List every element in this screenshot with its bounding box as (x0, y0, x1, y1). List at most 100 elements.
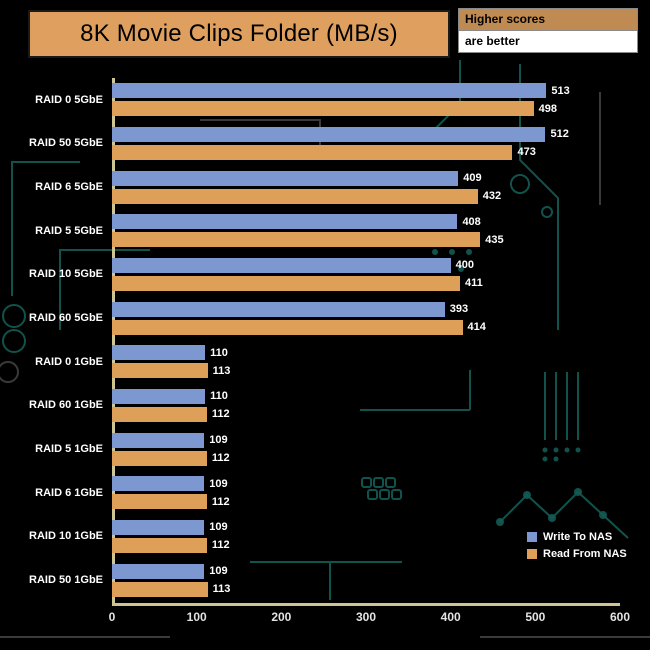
bar-group: RAID 0 1GbE 110 113 (8, 345, 620, 379)
bar-pair: 512 473 (112, 126, 620, 160)
plot-area: RAID 0 5GbE 513 498 RAID 50 5GbE 512 473 RAID … (8, 78, 620, 602)
note-line2: are better (458, 31, 638, 53)
bar-line: 435 (112, 232, 620, 248)
bar-group: RAID 0 5GbE 513 498 (8, 83, 620, 117)
write-bar (112, 519, 205, 535)
bar-pair: 408 435 (112, 214, 620, 248)
write-bar (112, 214, 458, 230)
legend-row-read: Read From NAS (527, 548, 627, 560)
value-label: 498 (538, 102, 557, 115)
bar-line: 411 (112, 275, 620, 291)
bar-line: 473 (112, 144, 620, 160)
write-bar (112, 388, 206, 404)
note-line1: Higher scores (458, 8, 638, 31)
write-bar (112, 126, 546, 142)
bar-line: 393 (112, 301, 620, 317)
legend-label-read: Read From NAS (543, 548, 627, 560)
bar-group: RAID 50 1GbE 109 113 (8, 563, 620, 597)
x-axis-line (112, 603, 620, 606)
read-swatch (527, 549, 537, 559)
read-bar (112, 406, 207, 422)
chart-title: 8K Movie Clips Folder (MB/s) (28, 10, 450, 58)
value-label: 109 (209, 521, 228, 534)
value-label: 435 (485, 233, 504, 246)
bar-line: 109 (112, 476, 620, 492)
write-bar (112, 83, 547, 99)
legend-row-write: Write To NAS (527, 531, 627, 543)
category-label: RAID 10 1GbE (29, 530, 103, 543)
bar-line: 109 (112, 519, 620, 535)
read-bar (112, 275, 460, 291)
write-bar (112, 432, 205, 448)
write-bar (112, 301, 445, 317)
bar-line: 109 (112, 563, 620, 579)
write-bar (112, 345, 206, 361)
bar-line: 110 (112, 345, 620, 361)
x-tick-label: 300 (355, 610, 377, 624)
x-axis-ticks: 0 100 200 300 400 500 600 (108, 610, 630, 630)
bar-line: 432 (112, 188, 620, 204)
bar-pair: 400 411 (112, 257, 620, 291)
value-label: 112 (211, 539, 230, 552)
bar-line: 112 (112, 537, 620, 553)
bar-pair: 393 414 (112, 301, 620, 335)
category-label: RAID 0 5GbE (35, 93, 103, 106)
category-label: RAID 60 5GbE (29, 312, 103, 325)
value-label: 109 (209, 434, 228, 447)
bar-group: RAID 50 5GbE 512 473 (8, 126, 620, 160)
x-tick-label: 400 (440, 610, 461, 624)
bar-line: 409 (112, 170, 620, 186)
value-label: 393 (449, 303, 469, 316)
read-bar (112, 319, 463, 335)
value-label: 513 (551, 84, 570, 97)
value-label: 113 (212, 583, 231, 596)
x-tick-label: 500 (525, 610, 546, 624)
x-tick-label: 600 (609, 610, 631, 624)
value-label: 409 (463, 172, 482, 185)
bar-group: RAID 10 1GbE 109 112 (8, 519, 620, 553)
value-label: 411 (464, 277, 483, 290)
category-label: RAID 6 1GbE (35, 486, 103, 499)
write-bar (112, 476, 205, 492)
value-label: 414 (467, 321, 486, 334)
bar-pair: 109 112 (112, 519, 620, 553)
higher-scores-note: Higher scores are better (458, 8, 638, 53)
category-label: RAID 6 5GbE (35, 181, 103, 194)
write-bar (112, 170, 459, 186)
value-label: 112 (211, 452, 230, 465)
bar-pair: 109 112 (112, 476, 620, 510)
value-label: 110 (210, 390, 228, 403)
read-bar (112, 144, 513, 160)
bar-group: RAID 6 1GbE 109 112 (8, 476, 620, 510)
bar-line: 513 (112, 83, 620, 99)
bar-line: 112 (112, 406, 620, 422)
value-label: 432 (482, 190, 502, 203)
bar-group: RAID 5 5GbE 408 435 (8, 214, 620, 248)
category-label: RAID 50 5GbE (29, 137, 103, 150)
y-axis-line (112, 78, 115, 606)
write-swatch (527, 532, 537, 542)
read-bar (112, 188, 478, 204)
read-bar (112, 450, 207, 466)
bar-line: 512 (112, 126, 620, 142)
bar-line: 109 (112, 432, 620, 448)
legend-label-write: Write To NAS (543, 531, 613, 543)
value-label: 400 (455, 259, 475, 272)
bar-pair: 109 113 (112, 563, 620, 597)
category-label: RAID 50 1GbE (29, 574, 103, 587)
bar-group: RAID 6 5GbE 409 432 (8, 170, 620, 204)
value-label: 109 (209, 477, 228, 490)
bar-pair: 409 432 (112, 170, 620, 204)
bar-line: 113 (112, 581, 620, 597)
write-bar (112, 257, 451, 273)
read-bar (112, 581, 208, 597)
value-label: 512 (550, 128, 569, 141)
bar-group: RAID 60 1GbE 110 112 (8, 388, 620, 422)
series-legend: Write To NAS Read From NAS (527, 531, 627, 560)
category-label: RAID 5 5GbE (35, 224, 103, 237)
x-tick-label: 0 (108, 610, 116, 624)
bar-line: 400 (112, 257, 620, 273)
category-label: RAID 0 1GbE (35, 355, 103, 368)
category-label: RAID 10 5GbE (29, 268, 103, 281)
